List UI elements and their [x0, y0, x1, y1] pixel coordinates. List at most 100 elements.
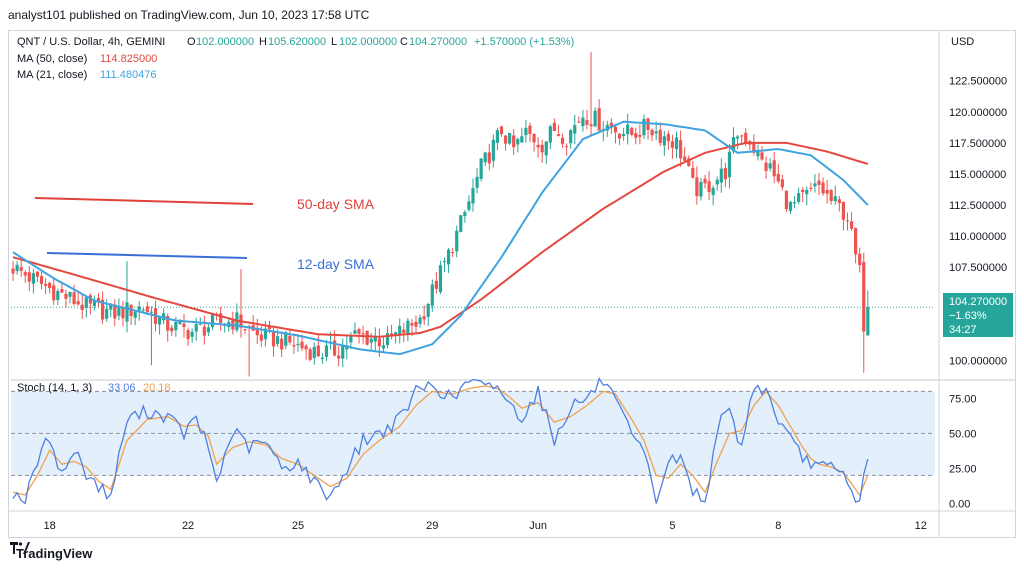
candle-body [337, 355, 341, 359]
candle-body [788, 201, 793, 211]
price-axis-tick: 120.000000 [949, 107, 1007, 119]
candle-body [678, 140, 683, 159]
price-axis-tick: 115.000000 [949, 169, 1006, 181]
candle-body [84, 297, 88, 309]
candle-body [271, 331, 276, 347]
publisher-line: analyst101 published on TradingView.com,… [8, 8, 370, 22]
stoch-axis-tick: 0.00 [949, 498, 970, 510]
candle-body [719, 168, 723, 183]
stoch-legend: Stoch (14, 1, 3) 33.06 20.18 [17, 382, 171, 394]
candle-body [565, 146, 569, 148]
candle-body [353, 330, 357, 334]
time-axis-tick: 22 [182, 520, 194, 532]
candle-body [634, 133, 638, 138]
candle-body [72, 292, 76, 305]
ma50-line [12, 141, 869, 338]
current-price-box: 104.270000 −1.63% 34:27 [943, 293, 1013, 337]
candle-body [854, 227, 858, 255]
candle-body [68, 291, 72, 297]
candle-body [459, 215, 463, 232]
candle-body [418, 317, 422, 324]
candle-body [544, 141, 548, 156]
candle-body [727, 151, 732, 178]
ma21-label: MA (21, close) [17, 69, 87, 81]
candle-body [284, 332, 288, 346]
close-value: 104.270000 [409, 36, 467, 48]
candle-body [190, 331, 194, 337]
sma50-annotation-line [34, 197, 254, 205]
stoch-axis-tick: 25.00 [949, 463, 977, 475]
candle-body [121, 307, 125, 319]
candle-body [508, 132, 512, 144]
candle-body [683, 156, 687, 161]
candle-body [117, 306, 121, 316]
candle-body [520, 136, 524, 143]
candle-body [324, 345, 329, 357]
candle-body [744, 132, 748, 144]
candle-body [96, 297, 101, 303]
candle-body [52, 285, 56, 301]
tradingview-footer[interactable]: TradingView [10, 542, 92, 564]
candle-body [638, 134, 642, 137]
open-label: O [187, 36, 196, 48]
sma12-annotation: 12-day SMA [297, 256, 375, 272]
price-box-price: 104.270000 [949, 296, 1007, 308]
candle-body [740, 135, 744, 137]
candle-body [695, 177, 699, 197]
candle-body [15, 264, 19, 271]
candle-body [304, 345, 308, 350]
candle-body [581, 117, 585, 127]
stoch-axis-tick: 75.00 [949, 393, 977, 405]
candle-body [105, 308, 109, 319]
candle-body [442, 261, 447, 263]
candle-body [752, 143, 756, 153]
candle-body [658, 129, 662, 143]
candle-body [626, 124, 630, 135]
candle-body [308, 349, 312, 360]
stoch-label: Stoch (14, 1, 3) [17, 382, 92, 394]
candle-body [622, 133, 626, 137]
candle-body [365, 330, 369, 345]
time-axis-tick: 18 [44, 520, 56, 532]
price-axis-tick: 112.500000 [949, 200, 1006, 212]
time-axis-tick: 8 [775, 520, 781, 532]
candle-body [430, 284, 434, 306]
candle-body [479, 158, 483, 180]
candle-body [760, 152, 764, 160]
candle-body [373, 337, 377, 342]
time-axis-tick: 5 [669, 520, 675, 532]
candle-body [548, 126, 552, 143]
candle-body [849, 221, 854, 229]
candle-body [109, 303, 113, 310]
candle-body [255, 327, 259, 336]
candle-body [357, 329, 361, 334]
candle-body [862, 261, 866, 332]
candle-body [532, 133, 536, 143]
candle-body [170, 327, 174, 332]
candle-body [320, 357, 324, 360]
candle-body [483, 152, 487, 163]
candle-body [381, 345, 386, 349]
candle-body [463, 212, 467, 217]
candle-body [471, 188, 475, 204]
candle-body [772, 160, 776, 177]
tradingview-brand: TradingView [16, 545, 93, 561]
candle-body [113, 304, 117, 319]
candle-body [206, 327, 211, 333]
candle-body [385, 333, 390, 346]
candle-body [259, 334, 263, 341]
candle-body [593, 110, 597, 127]
candle-body [776, 174, 780, 182]
candle-body [556, 134, 561, 136]
candle-body [406, 320, 410, 335]
candle-body [312, 346, 316, 358]
candle-body [398, 326, 402, 335]
time-axis-tick: 29 [426, 520, 438, 532]
candle-body [792, 202, 797, 204]
ma21-line [12, 120, 869, 356]
candle-body [64, 293, 68, 299]
price-chart-svg[interactable]: QNT / U.S. Dollar, 4h, GEMINI O 102.0000… [9, 31, 1016, 538]
candle-body [377, 338, 381, 347]
candle-body [723, 167, 727, 180]
candle-body [585, 119, 589, 125]
